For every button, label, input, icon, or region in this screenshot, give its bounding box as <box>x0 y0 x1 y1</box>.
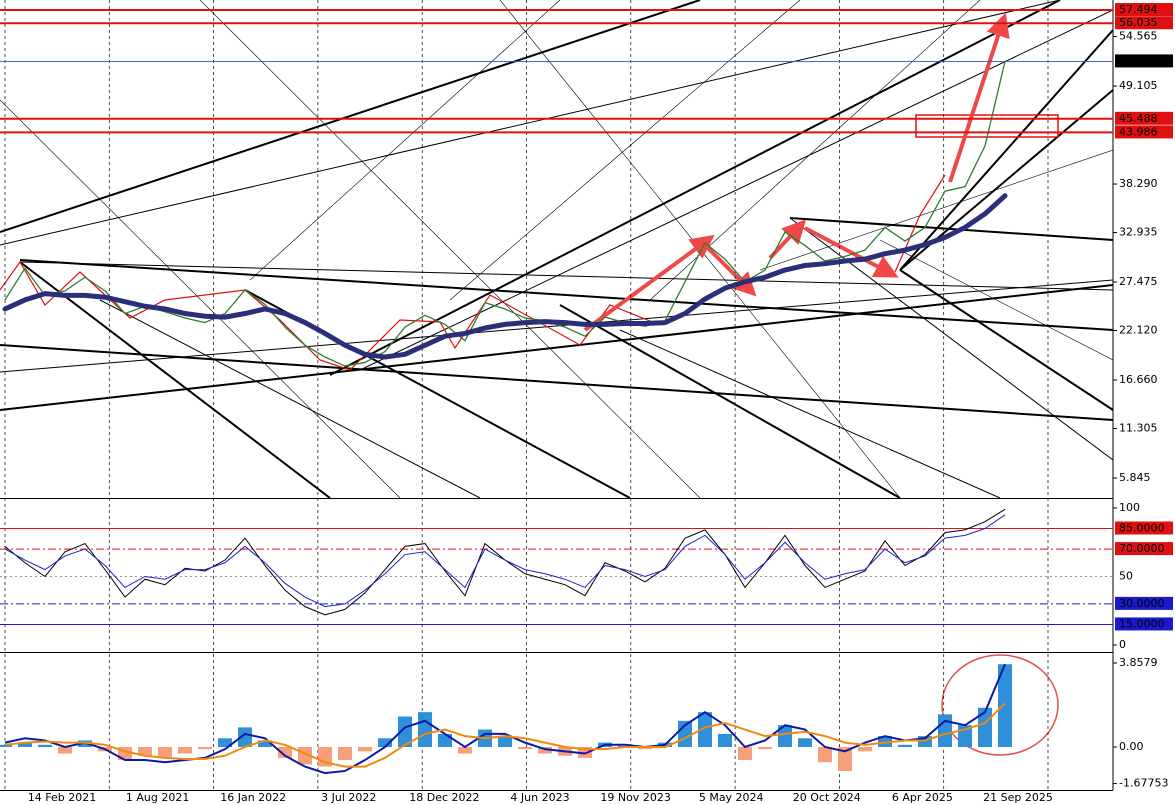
level-box <box>1115 596 1173 610</box>
y-tick-label: 11.305 <box>1119 422 1158 435</box>
indicator-line <box>4 514 1006 608</box>
histogram-bar <box>178 746 192 754</box>
histogram-bar <box>0 744 12 747</box>
y-tick-label: 38.290 <box>1119 177 1158 190</box>
histogram-bar <box>718 733 732 747</box>
histogram-bar <box>38 744 52 747</box>
annotations <box>0 12 1059 756</box>
histogram-bar <box>458 746 472 754</box>
y-tick-label: 27.475 <box>1119 275 1158 288</box>
histogram-bar <box>158 746 172 758</box>
histogram-bar <box>238 727 252 747</box>
macd-line <box>4 702 1006 768</box>
y-tick-label: 70.0000 <box>1119 542 1165 555</box>
y-tick-label: 54.565 <box>1119 30 1158 43</box>
histogram-bar <box>758 746 772 750</box>
histogram-bar <box>258 740 272 747</box>
histogram-bar <box>698 712 712 747</box>
histogram-bar <box>498 736 512 747</box>
level-box <box>1115 16 1173 30</box>
y-tick-label: 49.105 <box>1119 79 1158 92</box>
level-box <box>1115 617 1173 631</box>
histogram-bar <box>358 746 372 752</box>
histogram-bar <box>998 664 1012 747</box>
price-line <box>4 60 1006 367</box>
level-box <box>1115 542 1173 556</box>
y-tick-label: 0 <box>1119 638 1126 651</box>
level-label: 51.822 <box>1119 54 1158 67</box>
histogram-bar <box>398 716 412 747</box>
y-tick-label: 85.0000 <box>1119 522 1165 535</box>
level-box <box>1115 125 1173 139</box>
x-tick-label: 1 Aug 2021 <box>126 791 189 804</box>
y-tick-label: 100 <box>1119 501 1140 514</box>
y-tick-label: 32.935 <box>1119 226 1158 239</box>
histogram-bar <box>798 738 812 747</box>
y-tick-label: 30.0000 <box>1119 597 1165 610</box>
x-tick-label: 19 Nov 2023 <box>600 791 670 804</box>
y-tick-label: 50 <box>1119 569 1133 582</box>
histogram-bar <box>338 746 352 761</box>
histogram-bar <box>738 746 752 761</box>
histogram-bar <box>538 746 552 754</box>
x-tick-label: 4 Jun 2023 <box>510 791 569 804</box>
histogram-bar <box>198 746 212 750</box>
histogram-bar <box>278 746 292 758</box>
macd-line <box>4 663 1006 775</box>
histogram-bar <box>778 725 792 747</box>
x-tick-label: 16 Jan 2022 <box>220 791 286 804</box>
histogram-bar <box>818 746 832 763</box>
y-tick-label: 5.845 <box>1119 471 1151 484</box>
x-tick-label: 18 Dec 2022 <box>409 791 479 804</box>
x-tick-label: 5 May 2024 <box>699 791 764 804</box>
level-label: 56.035 <box>1119 16 1158 29</box>
x-tick-label: 20 Oct 2024 <box>793 791 861 804</box>
level-box <box>1115 521 1173 535</box>
histogram-bar <box>638 746 652 750</box>
histogram-bar <box>858 746 872 752</box>
x-tick-label: 3 Jul 2022 <box>321 791 376 804</box>
y-tick-label: 15.0000 <box>1119 617 1165 630</box>
y-tick-label: 0.00 <box>1119 740 1144 753</box>
histogram-bar <box>898 744 912 747</box>
histogram-bar <box>978 707 992 747</box>
x-tick-label: 21 Sep 2025 <box>983 791 1053 804</box>
level-label: 45.488 <box>1119 112 1158 125</box>
price-line <box>2 193 1008 360</box>
x-tick-label: 6 Apr 2025 <box>892 791 953 804</box>
histogram-bar <box>418 712 432 747</box>
histogram-bar <box>918 736 932 747</box>
level-box <box>1115 111 1173 125</box>
level-label: 57.494 <box>1119 3 1158 16</box>
x-tick-label: 14 Feb 2021 <box>28 791 96 804</box>
level-box <box>1115 54 1173 68</box>
y-tick-label: 16.660 <box>1119 373 1158 386</box>
level-label: 43.986 <box>1119 125 1158 138</box>
histogram-bar <box>878 736 892 747</box>
histogram-bar <box>838 746 852 771</box>
y-tick-label: -1.67753 <box>1119 777 1168 790</box>
histogram-bar <box>78 740 92 747</box>
histogram-bar <box>518 746 532 750</box>
histogram-bar <box>18 742 32 747</box>
y-tick-label: 3.8579 <box>1119 656 1158 669</box>
histogram-bar <box>218 738 232 747</box>
histogram-bar <box>378 738 392 747</box>
histogram-bar <box>138 746 152 756</box>
histogram-bar <box>58 746 72 754</box>
histogram-bar <box>938 714 952 747</box>
y-tick-label: 22.120 <box>1119 324 1158 337</box>
level-box <box>1115 3 1173 17</box>
histogram-bar <box>438 733 452 747</box>
